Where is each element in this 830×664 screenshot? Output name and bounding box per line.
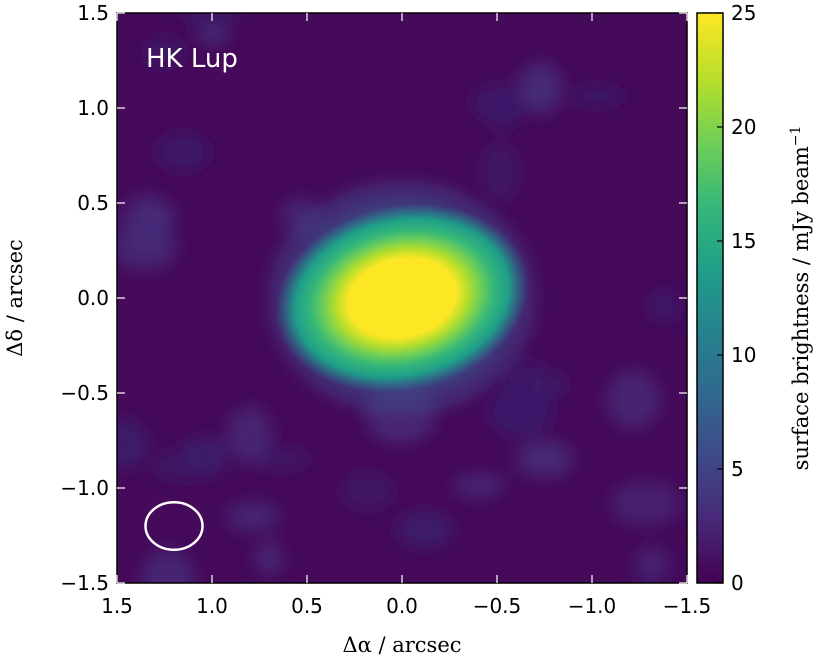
colorbar-label: surface brightness / mJy beam−1 <box>788 126 813 471</box>
noise-blob <box>606 370 661 429</box>
noise-blob <box>648 288 679 325</box>
emission-core <box>275 203 529 393</box>
x-axis-label: Δα / arcsec <box>342 633 461 657</box>
noise-blob <box>119 193 174 254</box>
annotation-label: HK Lup <box>146 44 238 74</box>
y-tick-label: 1.0 <box>77 96 109 120</box>
noise-blob <box>610 480 681 527</box>
y-tick-label: 0.0 <box>77 286 109 310</box>
noise-blob <box>254 540 284 576</box>
x-tick-label: −0.5 <box>473 594 522 618</box>
colorbar-label-superscript: −1 <box>788 126 804 147</box>
colorbar-label-text: surface brightness / mJy beam <box>789 146 813 470</box>
colorbar-tick-label: 25 <box>731 1 756 25</box>
colorbar-tick-label: 15 <box>731 229 756 253</box>
colorbar-tick-label: 10 <box>731 343 756 367</box>
heatmap-image <box>117 13 687 583</box>
noise-blob <box>483 88 523 130</box>
noise-blob <box>225 502 281 532</box>
y-tick-label: 1.5 <box>77 1 109 25</box>
noise-blob <box>395 511 454 548</box>
noise-blob <box>196 23 230 45</box>
colorbar-tick-label: 5 <box>731 457 744 481</box>
noise-blob <box>634 546 670 583</box>
y-tick-label: 0.5 <box>77 191 109 215</box>
colorbar-tick-label: 20 <box>731 115 756 139</box>
y-tick-label: −1.5 <box>60 571 109 595</box>
colorbar <box>696 12 724 584</box>
noise-blob <box>569 84 626 108</box>
y-axis-ticks: 1.5 1.0 0.5 0.0 −0.5 −1.0 −1.5 <box>60 1 687 595</box>
x-axis-ticks: 1.5 1.0 0.5 0.0 −0.5 −1.0 −1.5 <box>101 13 711 618</box>
x-tick-label: 0.5 <box>291 594 323 618</box>
noise-blob <box>149 449 228 481</box>
noise-blob <box>145 35 184 69</box>
x-tick-label: −1.0 <box>568 594 617 618</box>
x-tick-label: 0.0 <box>386 594 418 618</box>
y-tick-label: −0.5 <box>60 381 109 405</box>
x-tick-label: 1.5 <box>101 594 133 618</box>
noise-blob <box>117 419 149 469</box>
noise-blob <box>141 550 195 583</box>
noise-blob <box>481 143 519 203</box>
noise-blob <box>179 13 243 26</box>
y-axis-label: Δδ / arcsec <box>3 239 27 357</box>
beam-ellipse <box>144 501 204 551</box>
colorbar-tick-label: 0 <box>731 571 744 595</box>
x-tick-label: −1.5 <box>663 594 712 618</box>
x-tick-label: 1.0 <box>196 594 228 618</box>
noise-blob <box>227 406 273 463</box>
colorbar-ticks: 25 20 15 10 5 0 <box>717 1 756 595</box>
noise-blob <box>518 62 563 114</box>
noise-blob <box>156 131 210 173</box>
noise-blob <box>340 472 394 510</box>
noise-blob <box>516 440 573 478</box>
y-tick-label: −1.0 <box>60 476 109 500</box>
noise-blob <box>452 474 506 498</box>
